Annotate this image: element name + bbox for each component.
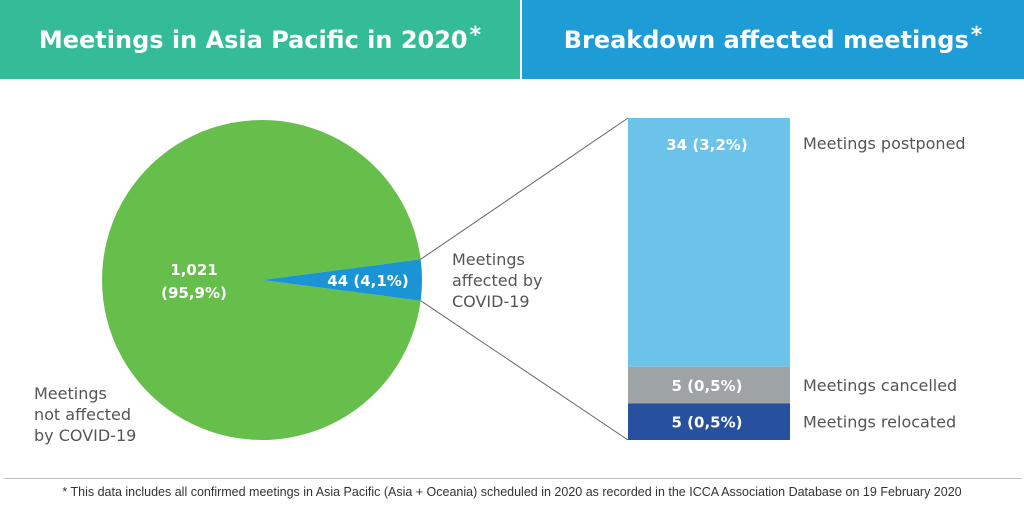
bar-label-postponed: 34 (3,2%) bbox=[666, 136, 747, 154]
bar-label-relocated: 5 (0,5%) bbox=[672, 414, 743, 432]
footnote-divider bbox=[4, 478, 1022, 479]
bar-segment-relocated bbox=[628, 403, 790, 440]
legend-label-postponed: Meetings postponed bbox=[803, 134, 966, 153]
caption-not-affected-line: not affected bbox=[34, 405, 131, 424]
chart-canvas: 1,021 (95,9%) 44 (4,1%) Meetings not affecte… bbox=[34, 117, 966, 445]
pie-label-not-affected-share: (95,9%) bbox=[161, 284, 227, 302]
header-left-title: Meetings in Asia Pacific in 2020 bbox=[38, 25, 468, 54]
pie-slice-not-affected bbox=[102, 119, 421, 440]
bar-segment-cancelled bbox=[628, 366, 790, 404]
bar-segment-postponed bbox=[628, 118, 790, 367]
header-left: Meetings in Asia Pacific in 2020 * bbox=[0, 0, 520, 79]
connector-line-bottom bbox=[420, 300, 629, 441]
caption-not-affected-line: by COVID-19 bbox=[34, 426, 136, 445]
legend-label-relocated: Meetings relocated bbox=[803, 413, 956, 432]
caption-not-affected-line: Meetings bbox=[34, 384, 107, 403]
caption-affected-line: COVID-19 bbox=[452, 292, 530, 311]
header-right-title: Breakdown affected meetings bbox=[563, 25, 969, 54]
header-right-asterisk: * bbox=[970, 23, 983, 48]
caption-affected-line: Meetings bbox=[452, 250, 525, 269]
pie-label-affected: 44 (4,1%) bbox=[327, 272, 408, 290]
legend-label-cancelled: Meetings cancelled bbox=[803, 376, 957, 395]
pie-label-not-affected-value: 1,021 bbox=[170, 261, 217, 279]
header-left-asterisk: * bbox=[469, 23, 482, 48]
bar-label-cancelled: 5 (0,5%) bbox=[672, 377, 743, 395]
caption-affected-line: affected by bbox=[452, 271, 542, 290]
footnote: * This data includes all confirmed meeti… bbox=[62, 485, 962, 499]
header-right: Breakdown affected meetings * bbox=[522, 0, 1024, 79]
connector-line-top bbox=[420, 117, 629, 260]
pie-slice-affected bbox=[262, 259, 422, 301]
